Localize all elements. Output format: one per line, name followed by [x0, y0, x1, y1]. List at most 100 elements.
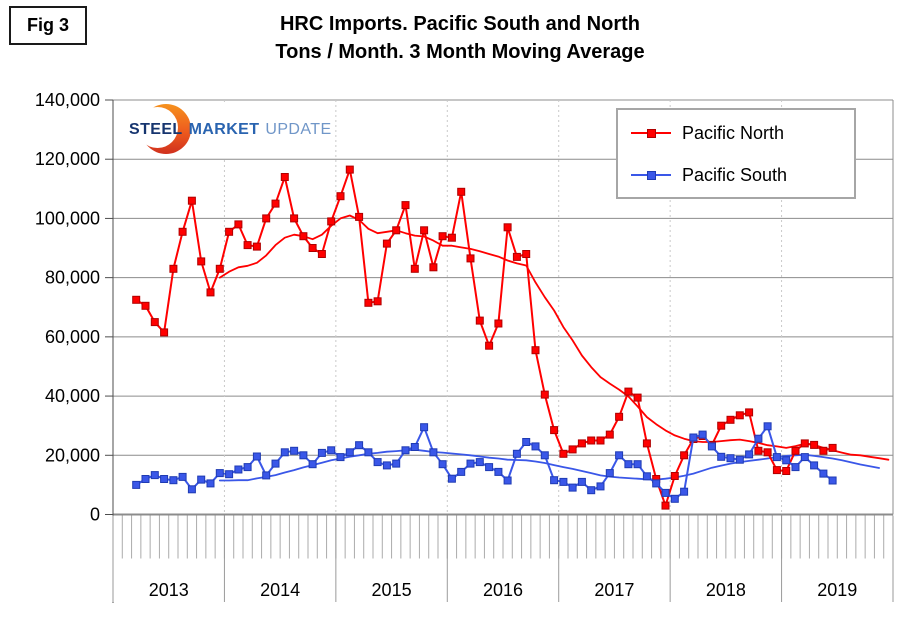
data-point-marker — [401, 201, 410, 210]
pacific-south-line-sample-icon — [631, 170, 671, 180]
data-point-marker — [828, 476, 837, 485]
data-point-marker — [410, 264, 419, 273]
data-point-marker — [364, 298, 373, 307]
smu-logo: STEEL MARKET UPDATE — [126, 102, 331, 157]
svg-text:60,000: 60,000 — [45, 327, 100, 347]
x-axis-year-labels: 2013 2014 2015 2016 2017 2018 2019 — [112, 515, 894, 602]
svg-text:0: 0 — [90, 505, 100, 525]
series-pacific-north — [132, 165, 837, 510]
data-point-marker — [698, 430, 707, 439]
data-point-marker — [512, 449, 521, 458]
series-pacific-south — [132, 422, 837, 503]
data-point-marker — [810, 461, 819, 470]
svg-text:2014: 2014 — [260, 580, 300, 600]
data-point-marker — [745, 450, 754, 459]
legend-item-pacific-south: Pacific South — [618, 154, 854, 196]
data-point-marker — [206, 288, 215, 297]
svg-text:2018: 2018 — [706, 580, 746, 600]
data-point-marker — [132, 480, 141, 489]
data-point-marker — [327, 217, 336, 226]
data-point-marker — [447, 474, 456, 483]
data-point-marker — [401, 446, 410, 455]
data-point-marker — [531, 442, 540, 451]
data-point-marker — [280, 173, 289, 181]
data-point-marker — [197, 475, 206, 484]
svg-text:140,000: 140,000 — [35, 90, 100, 110]
data-point-marker — [642, 439, 651, 448]
data-point-marker — [392, 226, 401, 235]
legend: Pacific North Pacific South — [616, 108, 856, 199]
data-point-marker — [308, 244, 317, 252]
data-point-marker — [234, 465, 243, 474]
data-point-marker — [485, 341, 494, 350]
data-point-marker — [624, 460, 633, 469]
data-point-marker — [550, 476, 559, 485]
chart-title-line1: HRC Imports. Pacific South and North — [279, 13, 641, 35]
data-point-marker — [577, 477, 586, 486]
pacific-north-line-sample-icon — [631, 128, 671, 138]
data-point-marker — [642, 472, 651, 481]
data-point-marker — [290, 214, 299, 223]
data-point-marker — [605, 430, 614, 439]
y-axis-labels: 140,000 120,000 100,000 80,000 60,000 40,000 2… — [35, 90, 100, 525]
data-point-marker — [754, 434, 763, 443]
data-point-marker — [457, 187, 466, 196]
data-point-marker — [670, 472, 679, 480]
data-point-marker — [345, 448, 354, 457]
data-point-marker — [234, 220, 243, 229]
data-point-marker — [327, 446, 336, 455]
data-point-marker — [485, 463, 494, 472]
data-point-marker — [280, 448, 289, 457]
data-point-marker — [522, 438, 531, 446]
data-point-marker — [828, 443, 837, 452]
year-gridlines — [223, 100, 783, 515]
data-point-marker — [364, 448, 373, 457]
data-point-marker — [754, 446, 763, 455]
data-point-marker — [726, 415, 735, 424]
data-point-marker — [225, 470, 234, 479]
data-point-marker — [512, 252, 521, 261]
legend-label: Pacific North — [682, 122, 785, 143]
logo-word-steel: STEEL — [129, 120, 183, 138]
data-point-marker — [438, 232, 447, 241]
smu-logo-crescent-icon — [139, 104, 191, 154]
data-point-marker — [243, 241, 252, 250]
data-point-marker — [494, 319, 503, 328]
data-point-marker — [810, 440, 819, 449]
data-point-marker — [633, 393, 642, 402]
data-point-marker — [661, 488, 670, 497]
data-point-marker — [615, 412, 624, 421]
logo-word-market: MARKET — [188, 120, 260, 138]
legend-item-pacific-north: Pacific North — [618, 112, 854, 154]
data-point-marker — [615, 451, 624, 460]
data-point-marker — [141, 475, 150, 483]
svg-text:100,000: 100,000 — [35, 208, 100, 228]
svg-text:120,000: 120,000 — [35, 149, 100, 169]
data-point-marker — [800, 439, 809, 448]
data-point-marker — [262, 471, 271, 480]
data-point-marker — [680, 451, 689, 460]
data-point-marker — [160, 328, 169, 337]
data-point-marker — [466, 254, 475, 263]
svg-text:2019: 2019 — [817, 580, 857, 600]
data-point-marker — [717, 452, 726, 461]
data-point-marker — [707, 442, 716, 451]
data-point-marker — [568, 483, 577, 492]
data-point-marker — [271, 459, 280, 468]
month-ticks — [112, 515, 894, 559]
data-point-marker — [141, 301, 150, 310]
legend-label: Pacific South — [682, 164, 788, 185]
data-point-marker — [624, 387, 633, 396]
chart-title-line2: Tons / Month. 3 Month Moving Average — [275, 41, 645, 63]
data-point-marker — [475, 458, 484, 467]
data-point-marker — [689, 433, 698, 442]
data-point-marker — [782, 456, 791, 465]
data-point-marker — [670, 494, 679, 503]
data-point-marker — [540, 451, 549, 460]
svg-text:40,000: 40,000 — [45, 386, 100, 406]
data-point-marker — [178, 472, 187, 481]
data-point-marker — [735, 411, 744, 420]
series-line — [135, 425, 834, 500]
data-point-marker — [457, 467, 466, 476]
